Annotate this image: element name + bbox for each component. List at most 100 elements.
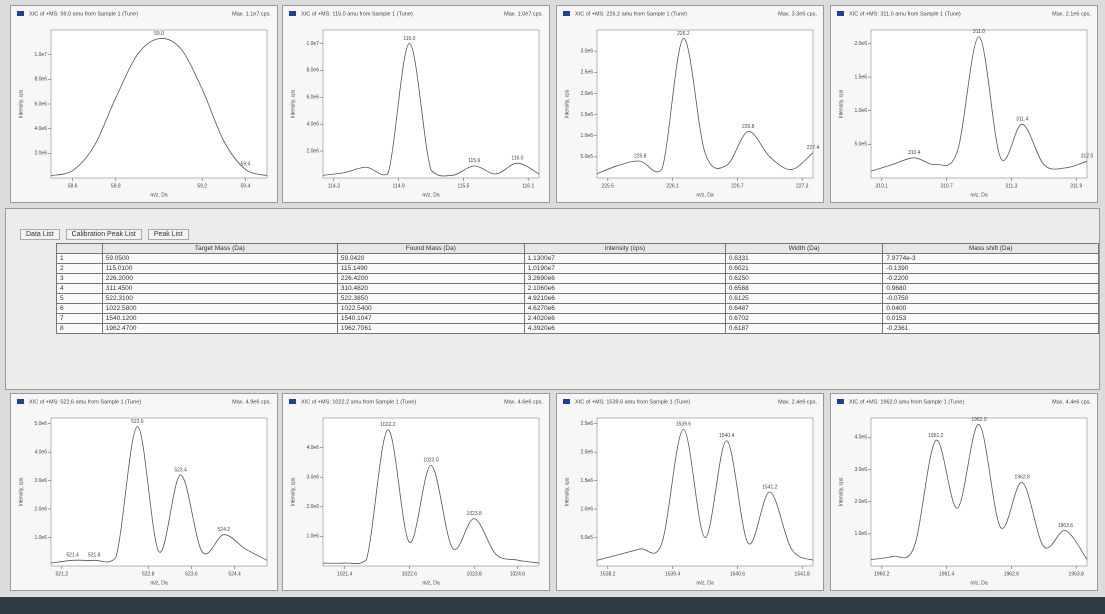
tab[interactable]: Calibration Peak List (65, 229, 142, 240)
window-icon (289, 11, 296, 16)
table-cell: 2.1060e6 (523, 283, 726, 294)
peak-label: 1540.4 (719, 433, 735, 439)
y-tick-label: 1.0e7 (306, 41, 319, 47)
plot-area (50, 29, 268, 179)
x-tick-label: 59.2 (197, 183, 207, 189)
x-tick-label: 1022.6 (402, 571, 418, 577)
spectrum-line (50, 426, 268, 564)
y-tick-label: 2.0e6 (854, 499, 867, 505)
x-tick-label: 1024.6 (510, 571, 526, 577)
y-tick-label: 2.0e6 (580, 449, 593, 455)
peak-label: 521.4 (66, 553, 79, 559)
peak-label: 59.0 (154, 31, 164, 37)
peak-label: 312.0 (1081, 154, 1094, 160)
peak-label: 226.2 (677, 31, 690, 37)
table-cell: 0.6331 (724, 253, 884, 264)
y-tick-label: 1.0e6 (854, 531, 867, 537)
y-tick-label: 2.0e6 (580, 91, 593, 97)
plot-area (322, 29, 540, 179)
table-cell: 1022.5800 (101, 303, 338, 314)
x-tick-label: 59.4 (241, 183, 251, 189)
x-tick-label: 1961.4 (939, 571, 955, 577)
y-tick-label: 2.5e6 (580, 70, 593, 76)
chart-panel: XIC of +MS: 311.0 amu from Sample 1 (Tun… (830, 5, 1098, 203)
chart-panel: XIC of +MS: 1962.0 amu from Sample 1 (Tu… (830, 393, 1098, 591)
table-cell: 1962.4700 (101, 323, 338, 334)
table-cell: 115.1490 (336, 263, 525, 274)
spectrum-line (596, 428, 814, 561)
chart-panel: XIC of +MS: 115.0 amu from Sample 1 (Tun… (282, 5, 550, 203)
x-tick-label: 1538.2 (600, 571, 616, 577)
peak-label: 226.8 (742, 124, 755, 130)
table-row: 6 1022.5800 1022.5400 4.6270e6 0.6487 0.0400 (56, 303, 1099, 314)
y-tick-label: 3.0e6 (306, 475, 319, 481)
chart-panel: XIC of +MS: 1022.2 amu from Sample 1 (Tu… (282, 393, 550, 591)
table-row: 1 59.0500 59.0420 1.1300e7 0.6331 7.9774e-3 (56, 253, 1099, 264)
tab[interactable]: Peak List (147, 229, 189, 240)
peak-label: 310.4 (908, 150, 921, 156)
y-tick-label: 1.5e6 (854, 74, 867, 80)
chart-panel: XIC of +MS: 1539.6 amu from Sample 1 (Tu… (556, 393, 824, 591)
chart-title: XIC of +MS: 1962.0 amu from Sample 1 (Tu… (849, 399, 964, 405)
data-list-panel: Data List Calibration Peak List Peak List … (5, 208, 1100, 390)
peak-label: 1023.0 (423, 458, 439, 464)
peak-label: 521.8 (88, 553, 101, 559)
y-tick-label: 1.0e6 (580, 506, 593, 512)
table-row: 2 115.0100 115.1490 1.0190e7 0.6021 -0.1390 (56, 263, 1099, 274)
index-header (56, 243, 103, 254)
peak-label: 523.4 (174, 467, 187, 473)
x-tick-label: 58.8 (111, 183, 121, 189)
y-tick-label: 1.0e7 (34, 52, 47, 58)
max-label: Max. 1.1e7 cps. (232, 11, 271, 17)
peak-label: 1022.2 (380, 422, 396, 428)
table-row: 3 226.2000 226.4200 3.2690e6 0.6250 -0.2200 (56, 273, 1099, 284)
row-index: 6 (56, 303, 103, 314)
peak-label: 1963.6 (1058, 523, 1074, 529)
y-tick-label: 8.0e6 (34, 77, 47, 83)
plot-area (322, 417, 540, 567)
x-tick-label: 1963.8 (1069, 571, 1085, 577)
y-tick-label: 4.0e6 (306, 445, 319, 451)
peak-label: 225.8 (634, 153, 647, 159)
x-tick-label: 1960.2 (874, 571, 890, 577)
row-index: 5 (56, 293, 103, 304)
x-tick-label: 58.6 (68, 183, 78, 189)
y-axis-label: Intensity, cps (290, 477, 296, 506)
table-cell: 0.6125 (724, 293, 884, 304)
x-tick-label: 227.3 (796, 183, 809, 189)
y-tick-label: 1.5e6 (580, 112, 593, 118)
x-axis-label: m/z, Da (970, 580, 987, 586)
y-tick-label: 5.0e5 (580, 154, 593, 160)
y-axis-label: Intensity, cps (18, 89, 24, 118)
table-cell: 4.9210e6 (523, 293, 726, 304)
chart-title: XIC of +MS: 226.2 amu from Sample 1 (Tun… (575, 11, 687, 17)
chart: XIC of +MS: 522.6 amu from Sample 1 (Tun… (17, 399, 271, 586)
max-label: Max. 4.9e6 cps. (232, 399, 271, 405)
table-cell: 1.1300e7 (523, 253, 726, 264)
max-label: Max. 2.1e6 cps. (1052, 11, 1091, 17)
tab[interactable]: Data List (20, 229, 60, 240)
y-axis-label: Intensity, cps (290, 89, 296, 118)
table-cell: 0.6250 (724, 273, 884, 284)
y-tick-label: 2.0e6 (306, 504, 319, 510)
header-row: Target Mass (Da) Found Mass (Da) Intensity… (56, 243, 1099, 254)
y-axis-label: Intensity, cps (18, 477, 24, 506)
y-axis-label: Intensity, cps (838, 477, 844, 506)
table-cell: 0.6187 (724, 323, 884, 334)
x-tick-label: 225.5 (602, 183, 615, 189)
chart-panel: XIC of +MS: 226.2 amu from Sample 1 (Tun… (556, 5, 824, 203)
x-tick-label: 226.1 (666, 183, 679, 189)
x-axis-label: m/z, Da (422, 192, 439, 198)
table-cell: 0.6568 (724, 283, 884, 294)
table-cell: 3.2690e6 (523, 273, 726, 284)
table-cell: 1962.7061 (336, 323, 525, 334)
table-row: 4 311.4500 310.4820 2.1060e6 0.6568 0.9680 (56, 283, 1099, 294)
plot-area (870, 417, 1088, 567)
y-axis-label: Intensity, cps (564, 89, 570, 118)
table-cell: 0.0153 (882, 313, 1099, 324)
row-index: 1 (56, 253, 103, 264)
peak-label: 522.6 (131, 419, 144, 425)
table-cell: 310.4820 (336, 283, 525, 294)
peak-label: 115.6 (468, 158, 480, 164)
